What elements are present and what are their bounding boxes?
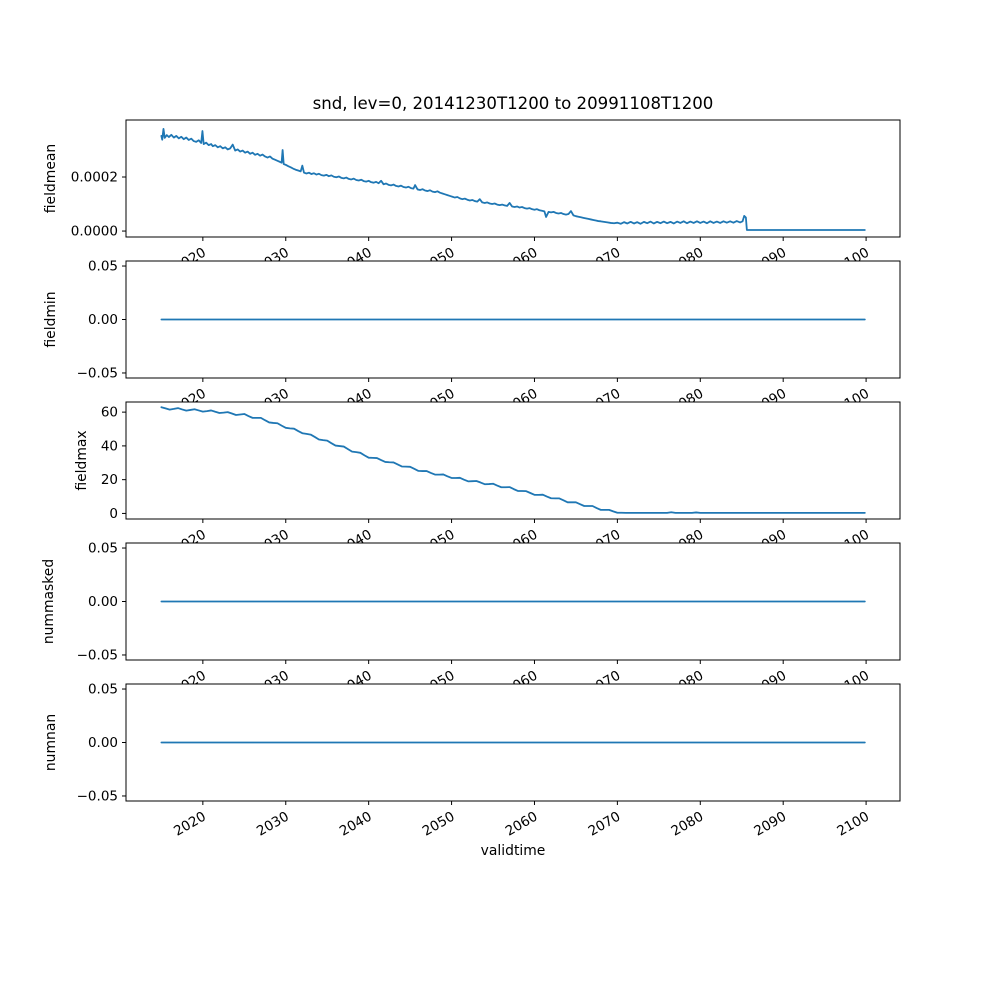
y-tick-label: 20 (101, 472, 118, 488)
y-axis-label-fieldmin: fieldmin (43, 291, 59, 347)
y-tick-label: 0.05 (88, 541, 118, 557)
x-tick-label: 2070 (586, 809, 624, 840)
y-tick-label: 0.05 (88, 259, 118, 275)
x-axis-label: validtime (480, 843, 546, 859)
axes-background (126, 120, 900, 237)
y-tick-label: −0.05 (77, 788, 118, 804)
x-tick-label: 2040 (337, 809, 375, 840)
y-tick-label: 0.0002 (71, 170, 118, 186)
figure-title: snd, lev=0, 20141230T1200 to 20991108T12… (312, 94, 714, 113)
y-tick-label: 40 (101, 438, 118, 454)
y-tick-label: 0.00 (88, 594, 118, 610)
x-tick-label: 2090 (751, 809, 789, 840)
series-line-fieldmean (160, 128, 866, 231)
y-tick-label: 0 (109, 506, 118, 522)
axes-border (125, 401, 901, 520)
y-axis-label-fieldmean: fieldmean (43, 144, 59, 213)
x-tick-label: 2030 (254, 809, 292, 840)
x-tick-label: 2020 (171, 809, 209, 840)
x-tick-label: 2100 (834, 809, 872, 840)
axes-border (125, 119, 901, 238)
y-axis-label-nummasked: nummasked (41, 559, 57, 644)
subplot-nummasked: 2020 2030 2040 2050 2060 2070 2080 2090 21000.05… (41, 541, 901, 699)
y-tick-label: 0.00 (88, 735, 118, 751)
y-axis-label-fieldmax: fieldmax (74, 430, 90, 490)
y-tick-label: −0.05 (77, 647, 118, 663)
y-tick-label: 60 (101, 405, 118, 421)
y-axis-label-numnan: numnan (43, 714, 59, 771)
subplot-numnan: 2020 2030 2040 2050 2060 2070 2080 2090 2100 0.05… (43, 682, 901, 840)
x-tick-label: 2060 (503, 809, 541, 840)
x-tick-label: 2050 (420, 809, 458, 840)
series-line-fieldmax (160, 406, 866, 514)
y-tick-label: −0.05 (77, 365, 118, 381)
y-tick-label: 0.00 (88, 312, 118, 328)
y-tick-label: 0.05 (88, 682, 118, 698)
subplot-fieldmean: 2020 2030 2040 2050 2060 2070 2080 2090 21000.00… (43, 119, 901, 276)
x-tick-label: 2080 (669, 809, 707, 840)
y-tick-label: 0.0000 (71, 224, 118, 240)
axes-background (126, 402, 900, 519)
